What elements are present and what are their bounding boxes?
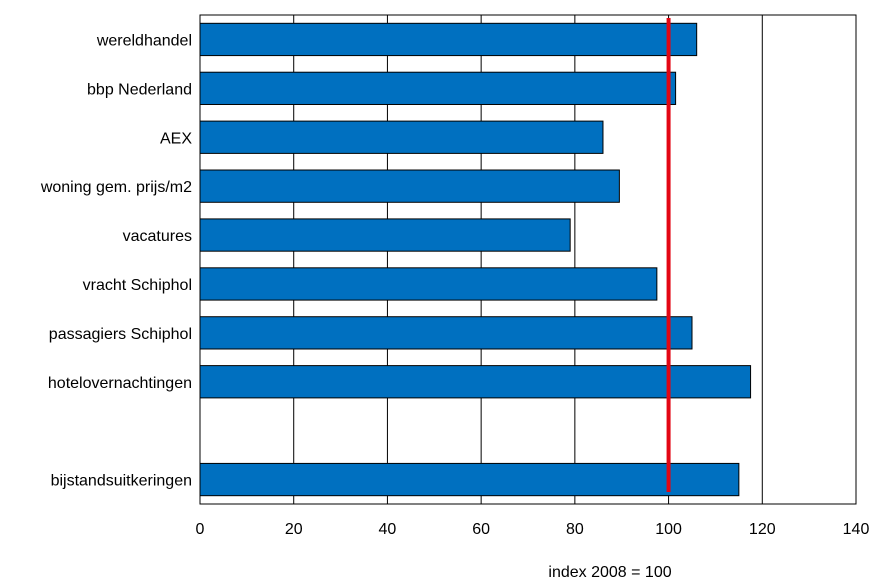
x-tick-labels: 0 20 40 60 80 100 120 140 xyxy=(196,521,870,538)
x-tick-label: 120 xyxy=(749,521,776,538)
bars xyxy=(199,22,752,497)
x-tick-label: 40 xyxy=(379,521,397,538)
x-tick-label: 140 xyxy=(843,521,870,538)
x-tick-label: 100 xyxy=(655,521,682,538)
bar xyxy=(199,169,620,203)
category-label: hotelovernachtingen xyxy=(48,375,192,392)
bar xyxy=(199,71,677,105)
x-tick-label: 0 xyxy=(196,521,205,538)
category-label: passagiers Schiphol xyxy=(49,326,192,343)
bar xyxy=(199,267,658,301)
category-label: wereldhandel xyxy=(96,32,192,49)
bar xyxy=(199,218,571,252)
category-label: bijstandsuitkeringen xyxy=(51,473,192,490)
bar xyxy=(199,462,740,497)
bar xyxy=(199,120,604,154)
category-label: vracht Schiphol xyxy=(83,277,192,294)
plot-frame xyxy=(199,14,857,505)
bar xyxy=(199,22,698,57)
category-label: vacatures xyxy=(123,228,192,245)
x-axis-title: index 2008 = 100 xyxy=(548,564,671,581)
category-label: AEX xyxy=(160,130,192,147)
bar xyxy=(199,365,752,399)
bar xyxy=(199,316,693,350)
category-labels: wereldhandel bbp Nederland AEX woning gem. … xyxy=(40,32,193,489)
x-tick-label: 80 xyxy=(566,521,584,538)
x-tick-label: 20 xyxy=(285,521,303,538)
category-label: woning gem. prijs/m2 xyxy=(40,179,192,196)
category-label: bbp Nederland xyxy=(87,81,192,98)
x-tick-label: 60 xyxy=(472,521,490,538)
